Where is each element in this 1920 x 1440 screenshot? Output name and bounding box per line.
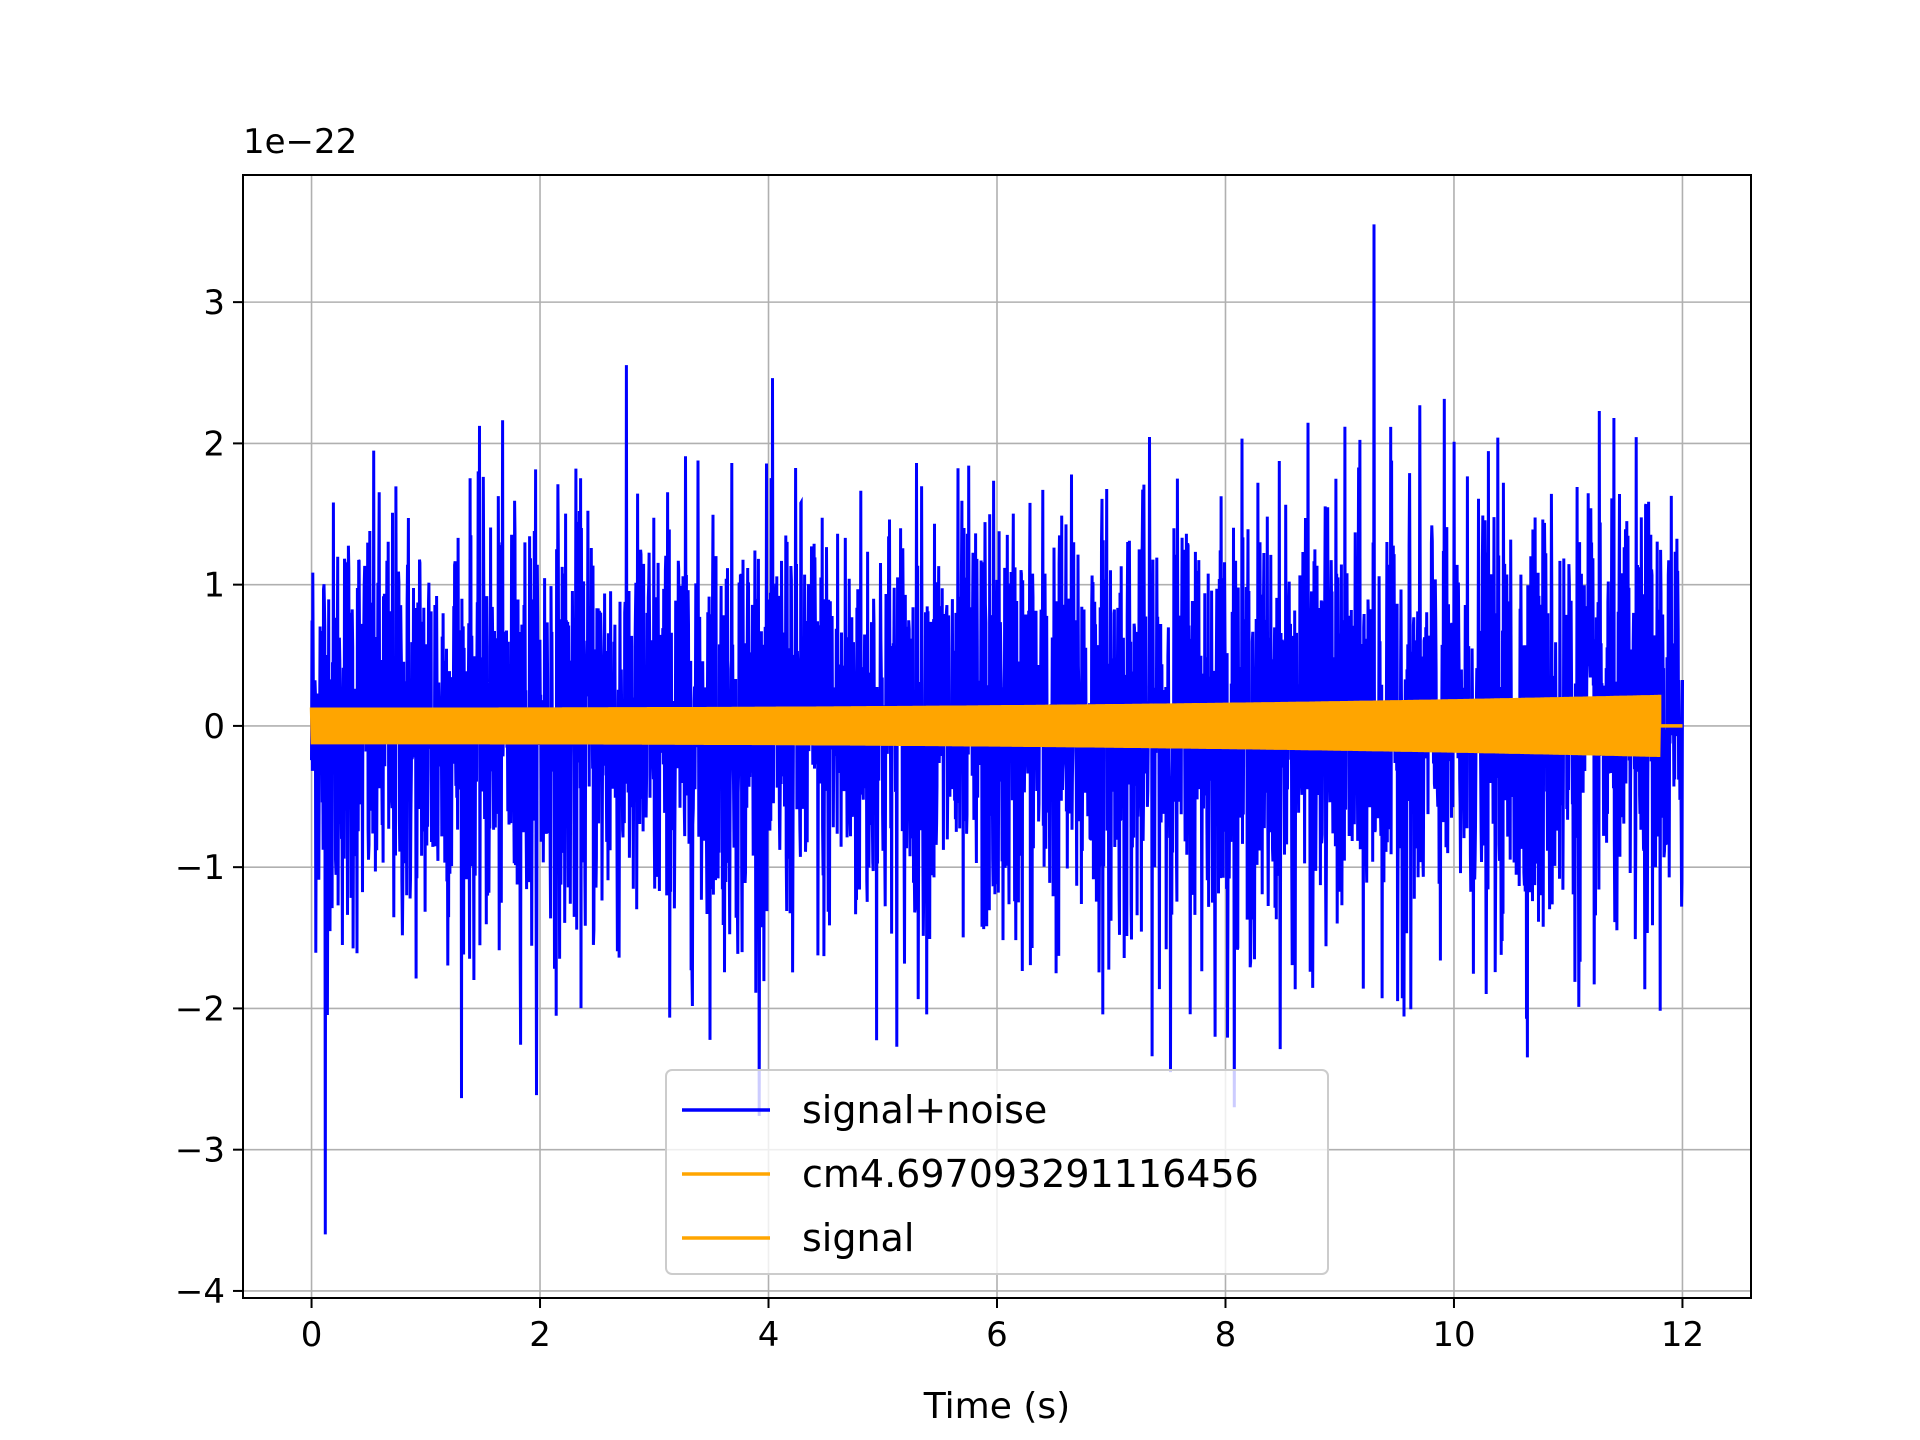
x-tick-label: 4: [758, 1315, 780, 1355]
signal-line: [309, 694, 1683, 758]
x-tick-label: 12: [1661, 1315, 1704, 1355]
y-tick-label: 2: [203, 424, 225, 464]
y-offset-label: 1e−22: [243, 122, 357, 162]
x-tick-label: 6: [986, 1315, 1008, 1355]
y-tick-label: −1: [175, 848, 225, 888]
legend-box: [665, 1069, 1329, 1275]
legend-label: cm4.697093291116456: [802, 1152, 1259, 1196]
y-tick-label: 0: [203, 707, 225, 747]
y-tick-label: −4: [175, 1272, 225, 1312]
y-tick-label: −2: [175, 989, 225, 1029]
y-tick-label: −3: [175, 1131, 225, 1171]
legend-label: signal: [802, 1216, 914, 1260]
x-tick-label: 2: [529, 1315, 551, 1355]
y-tick-label: 1: [203, 566, 225, 606]
legend: signal+noise cm4.697093291116456 signal: [665, 1069, 1329, 1275]
y-tick-label: 3: [203, 283, 225, 323]
x-tick-label: 0: [301, 1315, 323, 1355]
x-axis-label: Time (s): [923, 1386, 1070, 1427]
plot-area: [309, 224, 1684, 1235]
legend-label: signal+noise: [802, 1088, 1047, 1132]
x-tick-label: 8: [1215, 1315, 1237, 1355]
signal-noise-line: [310, 224, 1684, 1235]
x-tick-label: 10: [1432, 1315, 1475, 1355]
